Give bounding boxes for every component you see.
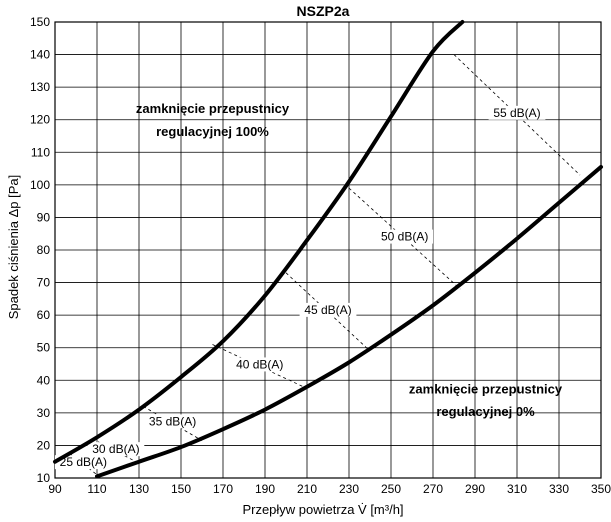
sound-level-isolines: 25 dB(A)30 dB(A) 35 dB(A) 40 dB(A) 45 dB(A)… [54, 54, 581, 476]
isoline-label: 45 dB(A) [304, 303, 351, 317]
x-tick-label: 350 [591, 482, 611, 496]
x-tick-label: 270 [423, 482, 443, 496]
isoline-label: 25 dB(A) [60, 455, 107, 469]
isoline-label: 40 dB(A) [236, 357, 283, 371]
x-tick-label: 150 [171, 482, 191, 496]
x-tick-label: 230 [339, 482, 359, 496]
chart-title: NSZP2a [297, 3, 350, 19]
isoline-label: 55 dB(A) [493, 106, 540, 120]
isoline-label-bg [54, 455, 112, 470]
x-axis-ticks: 90 110 130 150 170 190 210 230 250 270 290 310 330 35… [48, 482, 611, 496]
isoline-label-bg [144, 414, 201, 429]
y-tick-label: 40 [37, 373, 51, 387]
y-tick-label: 110 [31, 145, 50, 159]
y-tick-label: 10 [37, 471, 51, 485]
y-tick-label: 130 [30, 80, 50, 94]
isoline [212, 344, 308, 389]
x-tick-label: 110 [87, 482, 106, 496]
series-lines [53, 20, 603, 479]
y-tick-label: 100 [30, 178, 50, 192]
annotation-text: regulacyjnej 100% [156, 124, 269, 139]
isoline [142, 405, 203, 441]
y-tick-label: 20 [37, 438, 51, 452]
y-tick-label: 120 [30, 113, 50, 127]
y-tick-label: 80 [37, 243, 51, 257]
x-tick-label: 330 [549, 482, 569, 496]
annotations: zamknięcie przepustnicy regulacyjnej 100%… [136, 101, 563, 419]
isoline-label: 30 dB(A) [92, 442, 139, 456]
isoline [285, 272, 371, 352]
y-tick-label: 90 [37, 210, 51, 224]
isoline-label-bg [299, 302, 357, 317]
x-tick-label: 90 [48, 482, 62, 496]
y-tick-label: 50 [37, 341, 51, 355]
isoline-label: 50 dB(A) [381, 230, 428, 244]
y-tick-label: 30 [37, 406, 51, 420]
y-tick-label: 70 [37, 276, 51, 290]
series-line [95, 164, 603, 479]
y-tick-label: 150 [30, 15, 50, 29]
grid [54, 21, 602, 479]
annotation-text: regulacyjnej 0% [436, 404, 535, 419]
x-tick-label: 170 [213, 482, 233, 496]
plot-frame [54, 21, 602, 479]
x-tick-label: 190 [255, 482, 275, 496]
x-tick-label: 290 [465, 482, 485, 496]
annotation-text: zamknięcie przepustnicy [409, 381, 563, 396]
isoline [348, 187, 461, 290]
x-tick-label: 250 [381, 482, 401, 496]
series-line [53, 20, 465, 464]
x-tick-label: 210 [297, 482, 317, 496]
annotation-text: zamknięcie przepustnicy [136, 101, 290, 116]
isoline-label: 35 dB(A) [149, 414, 196, 428]
isoline-label-bg [87, 442, 145, 457]
x-tick-label: 310 [507, 482, 527, 496]
isoline-label-bg [488, 105, 546, 120]
x-tick-label: 130 [129, 482, 149, 496]
y-axis-label: Spadek ciśnienia Δp [Pa] [6, 175, 21, 320]
isoline-label-bg [231, 357, 289, 372]
y-tick-label: 140 [30, 48, 50, 62]
y-axis-ticks: 10 20 30 40 50 60 70 80 90 100 110 120 130 140 150 [30, 15, 50, 485]
isoline [453, 54, 581, 176]
y-tick-label: 60 [37, 308, 51, 322]
x-axis-label: Przepływ powietrza V̇ [m³/h] [242, 502, 403, 517]
isoline-label-bg [376, 229, 434, 244]
